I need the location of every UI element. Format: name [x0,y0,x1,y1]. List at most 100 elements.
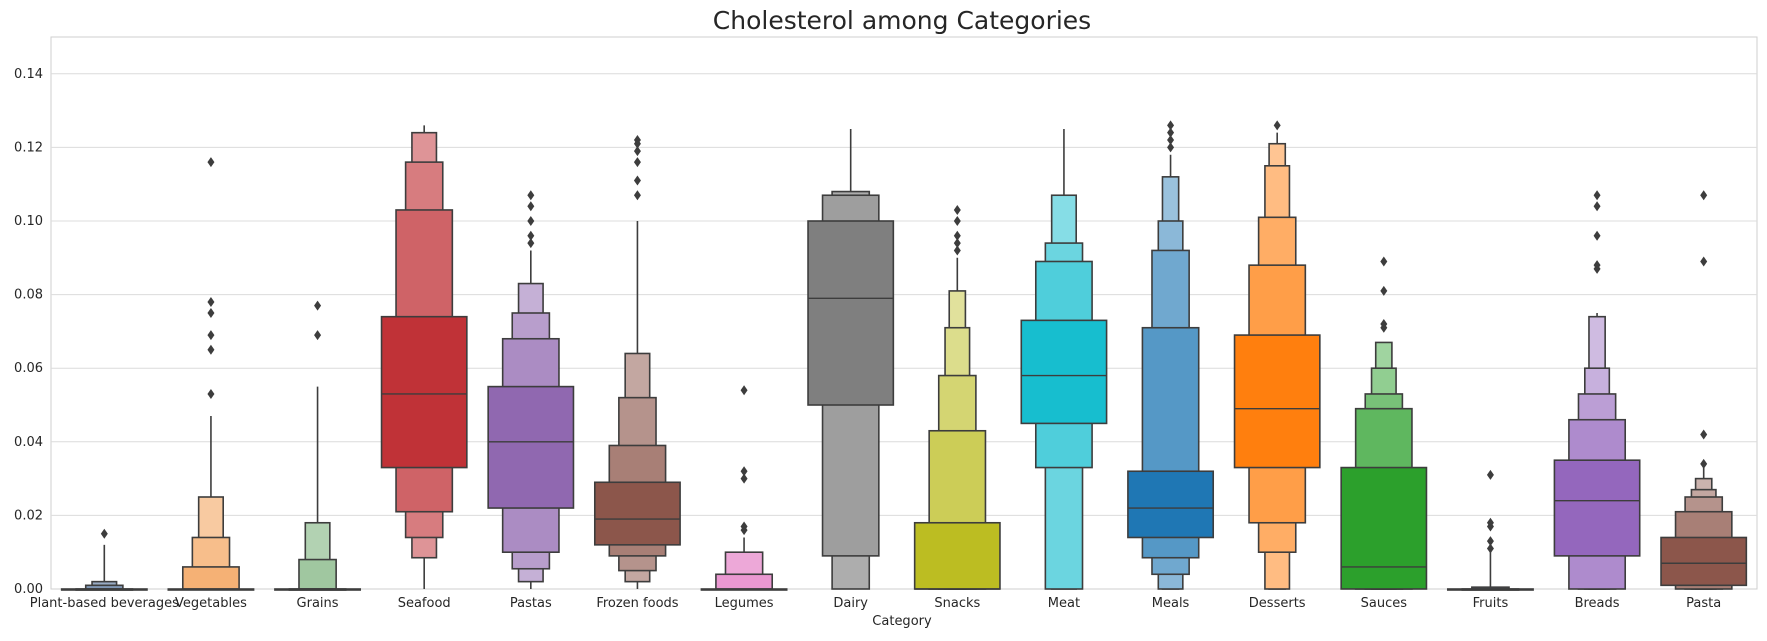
grid-layer [50,36,1758,590]
boxen-level [1020,319,1108,425]
y-tick-label: 0.06 [14,361,43,376]
x-tick-label: Dairy [833,596,868,611]
outlier-point [953,230,961,241]
category-group [487,190,575,589]
x-tick-label: Meals [1152,596,1190,611]
boxen-level [700,588,788,591]
outlier-point [207,344,215,355]
x-tick-label: Meat [1048,596,1080,611]
boxen-level [181,566,240,590]
outlier-point [1700,190,1708,201]
outlier-point [953,245,961,256]
outlier-point [1593,230,1601,241]
outlier-point [1593,260,1601,271]
boxen-level [274,588,362,591]
y-tick-label: 0.04 [14,435,43,450]
y-tick-label: 0.00 [14,582,43,597]
outlier-point [1486,517,1494,528]
outlier-point [1486,469,1494,480]
outlier-point [1167,142,1175,153]
x-tick-label: Sauces [1361,596,1408,611]
boxen-level [1553,459,1641,557]
outlier-point [1700,429,1708,440]
boxen-level [913,521,1001,590]
x-tick-label: Fruits [1473,596,1509,611]
outlier-point [1486,543,1494,554]
outlier-point [1273,120,1281,131]
outlier-point [207,157,215,168]
outlier-point [953,216,961,226]
boxen-level [380,315,468,469]
x-axis-label: Category [872,614,932,629]
category-group [380,125,468,589]
boxen-level [1446,588,1534,591]
chart-title: Cholesterol among Categories [713,6,1091,35]
boxen-level [807,220,895,406]
category-group [807,129,895,590]
outlier-point [527,190,535,201]
outlier-point [207,308,215,318]
outlier-point [207,388,215,399]
boxen-level [487,385,575,509]
boxen-level [593,481,681,546]
y-tick-label: 0.02 [14,508,43,523]
outlier-point [1167,135,1175,146]
boxen-level [1233,334,1321,469]
outlier-point [953,204,961,215]
outlier-point [953,238,961,249]
outlier-point [314,300,322,311]
outlier-point [740,385,748,396]
boxen-level [1660,536,1748,587]
plot-frame [50,36,1758,590]
x-tick-label: Frozen foods [596,596,678,611]
y-tick-layer: 0.00 0.02 0.04 0.06 0.08 0.10 0.12 0.14 [14,67,43,597]
x-tick-label: Pasta [1686,596,1721,611]
outlier-point [1380,285,1388,296]
y-tick-label: 0.12 [14,140,43,155]
outlier-point [207,296,215,307]
y-tick-label: 0.08 [14,288,43,303]
category-group [274,300,362,591]
boxen-level [715,573,774,590]
outlier-point [100,528,108,539]
x-tick-label: Snacks [934,596,980,611]
outlier-point [740,521,748,532]
category-group [593,135,681,589]
x-tick-label: Grains [297,596,339,611]
x-tick-label: Plant-based beverages [30,596,179,611]
x-tick-label: Legumes [715,596,774,611]
outlier-point [314,330,322,341]
outlier-point [740,473,748,484]
category-group [60,528,148,591]
outlier-point [633,190,641,201]
outlier-point [633,146,641,157]
x-tick-label: Pastas [510,596,552,611]
boxen-level [167,588,255,591]
outlier-point [527,230,535,241]
outlier-point [633,135,641,146]
outlier-point [1593,201,1601,212]
outlier-point [207,330,215,341]
outlier-point [1486,536,1494,547]
category-group [1127,120,1215,590]
outlier-point [527,201,535,212]
category-group [1233,120,1321,590]
x-tick-label: Vegetables [175,596,247,611]
outlier-point [740,466,748,477]
outlier-point [527,216,535,226]
y-tick-label: 0.14 [14,67,43,82]
outlier-point [633,175,641,186]
category-group [1340,256,1428,590]
boxen-level [298,558,337,590]
outlier-point [1167,127,1175,138]
outlier-point [527,238,535,249]
category-group [913,204,1001,590]
outlier-point [1593,190,1601,201]
outlier-point [1700,256,1708,267]
category-group [700,385,788,591]
x-tick-label: Desserts [1249,596,1306,611]
y-tick-label: 0.10 [14,214,43,229]
